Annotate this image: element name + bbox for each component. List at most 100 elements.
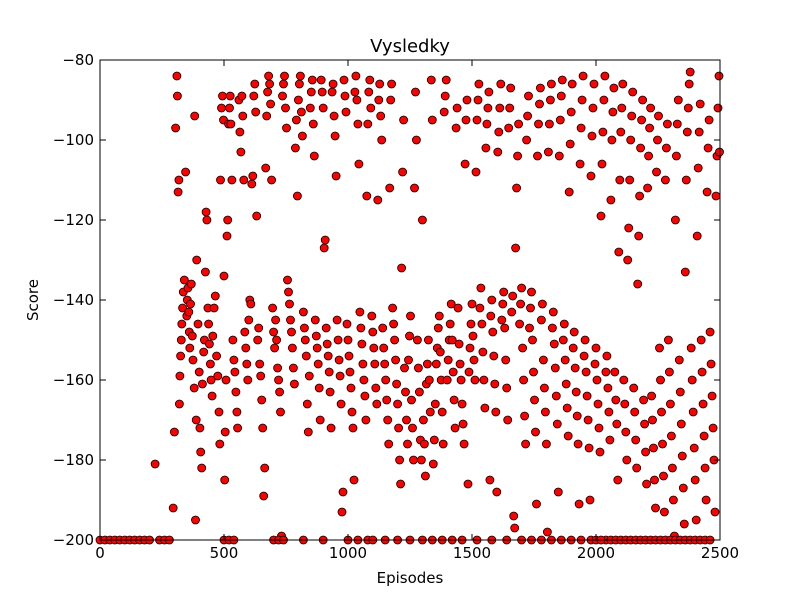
data-point <box>624 223 634 233</box>
data-point <box>501 355 511 365</box>
data-point <box>380 359 390 369</box>
data-point <box>323 351 333 361</box>
data-point <box>426 75 436 85</box>
data-point <box>230 367 240 377</box>
data-point <box>552 419 562 429</box>
data-point <box>475 303 485 313</box>
data-point <box>433 323 443 333</box>
data-point <box>462 95 472 105</box>
data-point <box>257 395 267 405</box>
data-point <box>373 195 383 205</box>
data-point <box>499 287 509 297</box>
data-point <box>521 439 530 449</box>
data-point <box>172 91 182 101</box>
data-point <box>450 423 460 433</box>
data-point <box>353 119 363 129</box>
data-point <box>374 95 384 105</box>
data-point <box>308 119 318 129</box>
data-point <box>363 119 373 129</box>
y-tick-label: −120 <box>53 211 94 229</box>
data-point <box>699 431 709 441</box>
data-point <box>571 387 581 397</box>
data-point <box>280 71 289 81</box>
data-point <box>622 455 632 465</box>
data-point <box>393 399 403 409</box>
data-point <box>249 91 259 101</box>
data-point <box>553 487 563 497</box>
x-tick-label: 500 <box>210 544 239 562</box>
data-point <box>474 79 484 89</box>
data-point <box>365 75 375 85</box>
data-point <box>302 399 312 409</box>
data-point <box>592 375 602 385</box>
data-point <box>628 87 638 97</box>
data-point <box>689 443 699 453</box>
data-point <box>680 267 690 277</box>
data-point <box>231 387 241 397</box>
data-point <box>256 371 266 381</box>
data-point <box>515 319 524 329</box>
data-point <box>545 119 554 129</box>
data-point <box>604 407 614 417</box>
data-point <box>512 183 521 193</box>
data-point <box>212 351 222 361</box>
data-point <box>411 87 420 97</box>
data-point <box>264 71 274 81</box>
data-point <box>351 71 361 81</box>
data-point <box>297 131 307 141</box>
data-point <box>350 87 360 97</box>
data-point <box>584 443 594 453</box>
data-point <box>633 279 643 289</box>
data-point <box>541 407 550 417</box>
data-point <box>298 307 308 317</box>
data-point <box>209 303 219 313</box>
data-point <box>679 519 689 529</box>
data-point <box>267 175 277 185</box>
data-point <box>567 79 577 89</box>
data-point <box>673 95 683 105</box>
data-point <box>291 115 301 125</box>
data-point <box>453 303 463 313</box>
x-tick-label: 0 <box>95 544 105 562</box>
data-point <box>352 95 362 105</box>
data-point <box>174 175 184 185</box>
data-point <box>405 331 414 341</box>
data-point <box>618 79 628 89</box>
data-point <box>241 343 251 353</box>
data-point <box>169 427 179 437</box>
data-point <box>530 395 539 405</box>
data-point <box>217 103 226 113</box>
data-point <box>672 119 682 129</box>
data-point <box>484 87 494 97</box>
data-point <box>561 379 571 389</box>
data-point <box>344 351 354 361</box>
data-point <box>694 127 704 137</box>
data-point <box>627 111 637 121</box>
data-point <box>269 327 279 337</box>
data-point <box>250 79 260 89</box>
data-point <box>258 423 268 433</box>
data-point <box>260 463 270 473</box>
data-point <box>434 311 444 321</box>
data-point <box>638 95 647 105</box>
data-point <box>431 359 441 369</box>
data-point <box>243 375 253 385</box>
data-point <box>583 415 593 425</box>
data-point <box>274 375 284 385</box>
data-point <box>538 299 547 309</box>
x-tick-label: 2500 <box>701 544 739 562</box>
data-point <box>698 399 708 409</box>
data-point <box>587 131 597 141</box>
y-tick-label: −200 <box>53 531 94 549</box>
data-point <box>357 339 367 349</box>
data-point <box>396 479 406 489</box>
data-point <box>662 143 671 153</box>
data-point <box>386 95 396 105</box>
data-point <box>196 447 206 457</box>
data-point <box>486 311 496 321</box>
data-point <box>568 343 578 353</box>
data-point <box>367 311 377 321</box>
data-point <box>580 335 590 345</box>
data-point <box>492 487 502 497</box>
